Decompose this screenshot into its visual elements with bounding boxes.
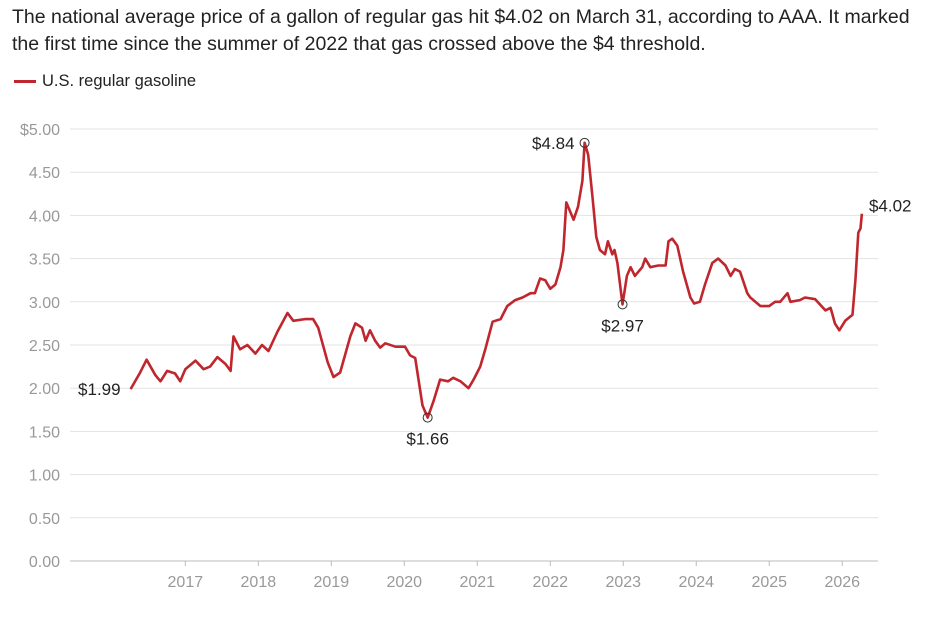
y-tick-label: 0.00 [29, 554, 60, 571]
annotation-marker [617, 299, 628, 310]
annotation-label: $1.66 [406, 430, 449, 449]
x-tick-label: 2017 [168, 574, 204, 591]
x-tick-label: 2018 [241, 574, 277, 591]
y-tick-label: 0.50 [29, 511, 60, 528]
y-tick-label: 2.50 [29, 338, 60, 355]
chart-title: The national average price of a gallon o… [12, 6, 910, 55]
y-tick-label: 2.00 [29, 381, 60, 398]
y-tick-label: 4.00 [29, 208, 60, 225]
y-tick-label: 1.00 [29, 468, 60, 485]
x-tick-label: 2021 [459, 574, 495, 591]
y-tick-label: 4.50 [29, 165, 60, 182]
series-line-us-regular-gasoline [129, 141, 864, 419]
y-tick-label: $5.00 [20, 122, 60, 139]
annotation-marker [579, 137, 590, 148]
legend-label: U.S. regular gasoline [42, 72, 197, 90]
annotation-label: $4.02 [869, 197, 912, 216]
legend: U.S. regular gasoline [14, 72, 196, 91]
legend-swatch [14, 80, 36, 83]
annotation-label: $2.97 [601, 316, 644, 335]
annotation-label: $4.84 [532, 134, 575, 153]
annotation-label: $1.99 [78, 380, 121, 399]
annotation-marker [422, 412, 433, 423]
x-tick-label: 2022 [532, 574, 568, 591]
y-tick-label: 3.50 [29, 252, 60, 269]
y-tick-label: 1.50 [29, 424, 60, 441]
x-tick-label: 2020 [386, 574, 422, 591]
x-tick-label: 2023 [605, 574, 641, 591]
x-tick-label: 2026 [824, 574, 860, 591]
x-tick-label: 2024 [678, 574, 714, 591]
x-tick-label: 2025 [751, 574, 787, 591]
x-tick-label: 2019 [314, 574, 350, 591]
y-tick-label: 3.00 [29, 295, 60, 312]
